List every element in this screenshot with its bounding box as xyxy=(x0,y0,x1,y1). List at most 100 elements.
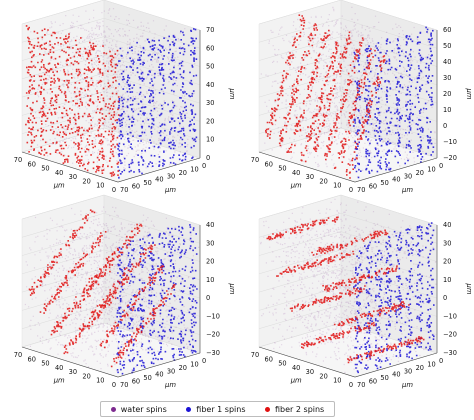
panel-1: θ = 0°706050403020100μm706050403020100μm… xyxy=(14,0,236,194)
y-axis-label: μm xyxy=(401,381,413,389)
fiber2-cylinder xyxy=(334,48,376,169)
series-water-spins xyxy=(24,206,201,372)
x-tick-label: 10 xyxy=(333,377,341,385)
y-tick-label: 60 xyxy=(132,183,140,191)
fiber2-cylinder xyxy=(59,33,73,164)
x-tick-label: 40 xyxy=(292,364,300,372)
z-tick-label: 0 xyxy=(206,294,210,302)
x-tick-label: 70 xyxy=(14,156,22,164)
fiber1-cylinder xyxy=(394,38,404,164)
fiber2-cylinder xyxy=(301,322,376,349)
y-tick-label: 60 xyxy=(132,378,140,386)
x-tick-label: 50 xyxy=(278,360,286,368)
x-tick-label: 20 xyxy=(319,177,327,185)
y-tick-label: 30 xyxy=(167,172,175,180)
y-tick-label: 50 xyxy=(380,374,388,382)
z-tick-label: 60 xyxy=(443,26,451,34)
legend-label-fiber1: fiber 1 spins xyxy=(196,404,246,414)
z-tick-label: 30 xyxy=(443,74,451,82)
z-tick-label: −10 xyxy=(206,312,220,320)
axis-lines xyxy=(21,151,201,183)
fiber2-cylinder xyxy=(266,216,339,241)
z-tick-label: 0 xyxy=(443,122,447,130)
y-tick-label: 70 xyxy=(357,186,365,194)
x-tick-label: 40 xyxy=(55,169,63,177)
z-axis-label: μm xyxy=(465,88,473,100)
x-tick-label: 10 xyxy=(96,182,104,190)
fiber1-cylinder xyxy=(187,28,198,159)
y-tick-label: 30 xyxy=(404,172,412,180)
y-tick-label: 50 xyxy=(143,374,151,382)
z-tick-label: 10 xyxy=(206,136,214,144)
panel-2: θ = 30°706050403020100μm706050403020100μ… xyxy=(251,0,473,194)
y-tick-label: 10 xyxy=(190,165,198,173)
panel-4: θ = 90°706050403020100μm706050403020100μ… xyxy=(251,194,473,389)
fiber1-cylinder xyxy=(167,227,177,361)
water-spin-points xyxy=(24,206,201,372)
x-tick-label: 70 xyxy=(14,351,22,359)
series-fiber2-spins xyxy=(266,216,425,364)
fiber2-cylinder xyxy=(333,301,410,327)
z-tick-label: 20 xyxy=(206,258,214,266)
fiber1-cylinder xyxy=(157,37,166,168)
z-tick-label: 60 xyxy=(206,44,214,52)
fiber2-cylinder xyxy=(87,244,156,330)
y-tick-label: 0 xyxy=(202,357,206,365)
z-axis-label: μm xyxy=(228,88,236,100)
fiber2-cylinder xyxy=(313,31,352,152)
z-tick-label: 0 xyxy=(206,154,210,162)
y-tick-label: 30 xyxy=(167,367,175,375)
fiber2-cylinder xyxy=(71,37,85,167)
fiber1-cylinder xyxy=(177,225,187,358)
fiber2-cylinder xyxy=(300,41,339,163)
x-tick-label: 30 xyxy=(69,173,77,181)
z-tick-label: 20 xyxy=(443,90,451,98)
fiber2-cylinder xyxy=(47,31,62,155)
fiber2-cylinder xyxy=(107,49,120,177)
x-axis-label: μm xyxy=(53,377,65,385)
y-tick-label: 10 xyxy=(427,360,435,368)
fiber1-cylinder xyxy=(157,232,167,361)
x-tick-label: 60 xyxy=(265,160,273,168)
fiber1-cylinder xyxy=(116,246,126,375)
fiber1-cylinder xyxy=(404,228,415,360)
series-water-spins xyxy=(260,6,436,178)
y-tick-label: 20 xyxy=(416,169,424,177)
x-axis-label: μm xyxy=(53,182,65,190)
x-tick-label: 70 xyxy=(251,156,259,164)
x-tick-label: 60 xyxy=(28,160,36,168)
fiber1-cylinder xyxy=(414,225,424,357)
z-tick-label: 40 xyxy=(443,221,451,229)
fiber2-cylinder xyxy=(345,55,386,179)
axis-lines xyxy=(21,346,201,378)
z-tick-label: 50 xyxy=(443,42,451,50)
fiber1-cylinder xyxy=(167,34,178,166)
z-tick-label: −30 xyxy=(443,349,457,357)
series-water-spins xyxy=(260,198,437,373)
y-tick-label: 0 xyxy=(439,357,443,365)
fiber1-cylinder xyxy=(353,250,363,374)
fiber1-cylinder xyxy=(136,238,146,368)
x-axis-label: μm xyxy=(290,182,302,190)
y-tick-label: 10 xyxy=(427,165,435,173)
z-tick-label: 30 xyxy=(206,239,214,247)
z-tick-label: −20 xyxy=(443,331,457,339)
z-tick-label: 70 xyxy=(206,26,214,34)
x-tick-label: 60 xyxy=(28,355,36,363)
fiber2-cylinder xyxy=(36,28,50,156)
fiber2-cylinder xyxy=(94,45,108,174)
y-tick-label: 0 xyxy=(439,162,443,170)
gridlines xyxy=(21,0,201,159)
fiber1-cylinder xyxy=(188,224,198,354)
series-fiber2-spins xyxy=(28,209,176,368)
legend-item-fiber1: fiber 1 spins xyxy=(186,404,246,414)
x-tick-label: 70 xyxy=(251,351,259,359)
water-spin-points xyxy=(260,198,437,373)
y-tick-label: 50 xyxy=(143,179,151,187)
x-tick-label: 50 xyxy=(41,165,49,173)
fiber1-cylinder xyxy=(404,35,414,165)
y-axis-label: μm xyxy=(401,186,413,194)
y-tick-label: 70 xyxy=(120,381,128,389)
x-tick-label: 0 xyxy=(112,381,116,389)
y-tick-label: 60 xyxy=(369,378,377,386)
